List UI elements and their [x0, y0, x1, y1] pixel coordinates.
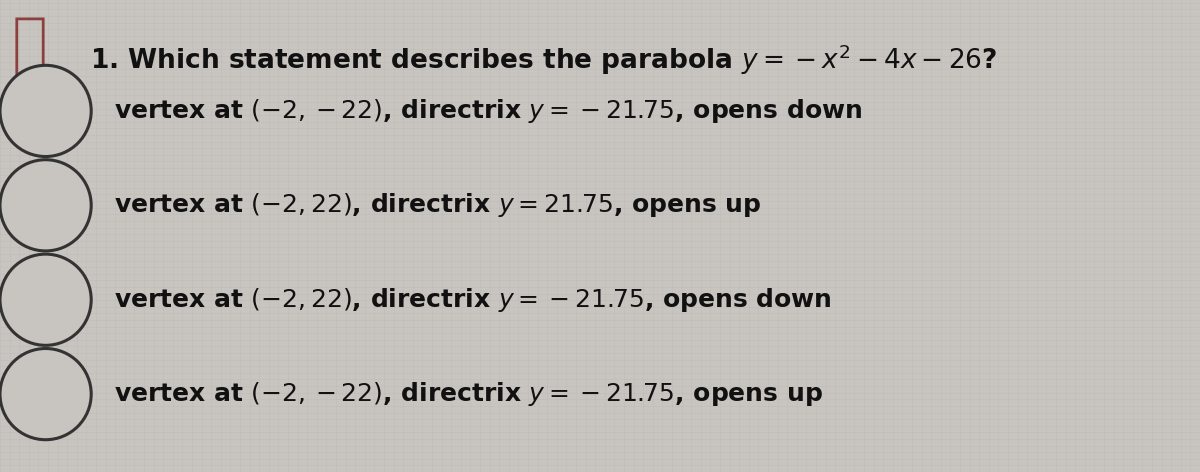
Ellipse shape	[0, 348, 91, 440]
Text: vertex at $(-2, 22)$, directrix $y = -21.75$, opens down: vertex at $(-2, 22)$, directrix $y = -21…	[114, 286, 832, 314]
Text: vertex at $(-2, -22)$, directrix $y = -21.75$, opens down: vertex at $(-2, -22)$, directrix $y = -2…	[114, 97, 863, 125]
Ellipse shape	[0, 160, 91, 251]
Text: vertex at $(-2, 22)$, directrix $y = 21.75$, opens up: vertex at $(-2, 22)$, directrix $y = 21.…	[114, 191, 762, 219]
Ellipse shape	[0, 65, 91, 157]
Text: vertex at $(-2, -22)$, directrix $y = -21.75$, opens up: vertex at $(-2, -22)$, directrix $y = -2…	[114, 380, 823, 408]
Ellipse shape	[0, 254, 91, 346]
Text: 1. Which statement describes the parabola $y = -x^2 - 4x - 26$?: 1. Which statement describes the parabol…	[90, 42, 997, 77]
